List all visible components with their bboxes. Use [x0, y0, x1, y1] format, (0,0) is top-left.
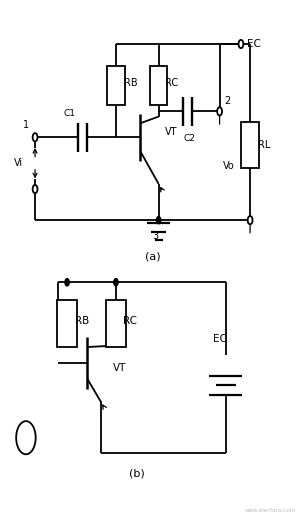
Text: EC: EC [247, 39, 261, 49]
Text: www.elecfans.com: www.elecfans.com [244, 508, 296, 513]
Bar [150, 66, 167, 105]
Text: RB: RB [75, 316, 89, 326]
Circle shape [248, 216, 253, 224]
Text: VT: VT [165, 127, 177, 137]
Circle shape [16, 421, 36, 454]
Text: Vi: Vi [14, 158, 23, 168]
Text: C1: C1 [63, 109, 75, 118]
Circle shape [114, 279, 118, 286]
Text: Vo: Vo [223, 161, 235, 171]
Bar [106, 300, 126, 347]
Text: RL: RL [258, 140, 270, 150]
Circle shape [33, 133, 38, 141]
Text: 1: 1 [22, 431, 30, 444]
Text: 3: 3 [152, 231, 159, 240]
Text: C2: C2 [183, 134, 195, 142]
Text: VT: VT [113, 363, 126, 373]
Text: RC: RC [123, 316, 137, 326]
Circle shape [33, 185, 38, 193]
Circle shape [156, 217, 161, 224]
Text: (a): (a) [145, 251, 160, 262]
Circle shape [217, 107, 222, 116]
Circle shape [239, 40, 243, 48]
Text: 1: 1 [23, 120, 29, 130]
Bar [241, 122, 259, 168]
Circle shape [65, 279, 69, 286]
Bar [57, 300, 77, 347]
Bar [107, 66, 125, 105]
Text: EC: EC [214, 335, 227, 344]
Text: RB: RB [124, 78, 137, 88]
Text: 2: 2 [224, 96, 230, 106]
Text: (b): (b) [129, 469, 145, 479]
Text: RC: RC [165, 78, 178, 88]
